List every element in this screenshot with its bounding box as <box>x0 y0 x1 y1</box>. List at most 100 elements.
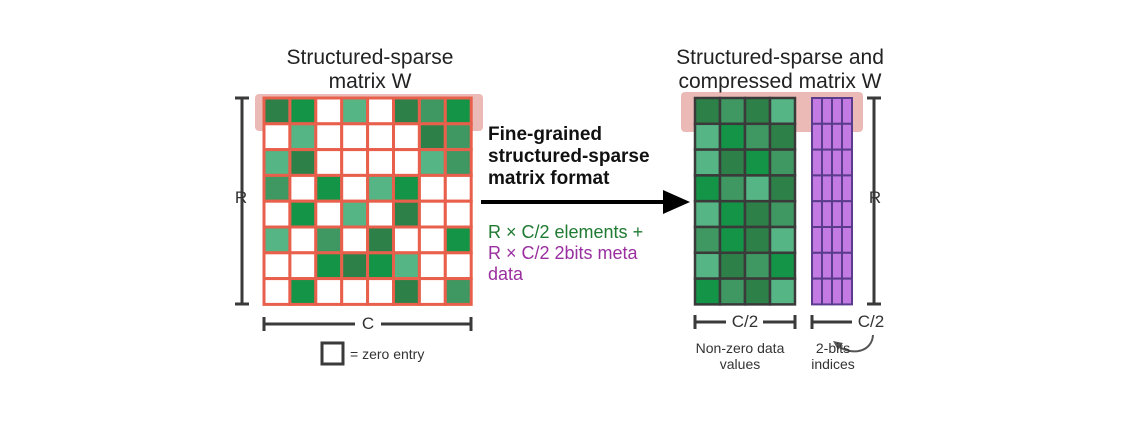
value-cell <box>718 96 747 126</box>
matrix-cell <box>417 122 447 152</box>
matrix-cell <box>443 225 473 255</box>
index-cell <box>811 174 823 203</box>
indices-matrix <box>811 97 853 306</box>
index-cell <box>821 277 833 306</box>
index-cell <box>821 226 833 254</box>
left-sparse-matrix <box>262 96 473 306</box>
matrix-cell <box>366 199 396 229</box>
values-col-label: C/2 <box>731 312 759 331</box>
value-cell <box>768 251 797 280</box>
matrix-cell <box>340 173 370 203</box>
indices-curved-arrow <box>833 334 874 353</box>
right-row-bracket <box>867 96 881 306</box>
value-cell <box>693 148 722 177</box>
matrix-cell <box>340 251 370 281</box>
matrix-cell <box>417 96 447 126</box>
value-cell <box>768 122 797 151</box>
index-cell <box>841 200 853 228</box>
matrix-cell <box>262 148 292 177</box>
index-cell <box>811 277 823 306</box>
values-caption: Non-zero data values <box>695 340 785 373</box>
matrix-cell <box>392 148 421 177</box>
index-cell <box>831 226 843 254</box>
value-cell <box>718 199 747 229</box>
value-cell <box>743 96 772 126</box>
matrix-cell <box>366 173 396 203</box>
matrix-cell <box>417 199 447 229</box>
index-cell <box>811 122 823 151</box>
index-cell <box>841 226 853 254</box>
value-cell <box>693 225 722 255</box>
values-col-bracket <box>693 315 797 329</box>
value-cell <box>743 122 772 151</box>
value-cell <box>743 225 772 255</box>
matrix-cell <box>392 173 421 203</box>
index-cell <box>821 122 833 151</box>
matrix-cell <box>443 251 473 281</box>
matrix-cell <box>392 199 421 229</box>
value-cell <box>718 251 747 280</box>
matrix-cell <box>340 199 370 229</box>
index-cell <box>831 277 843 306</box>
index-cell <box>821 97 833 125</box>
matrix-cell <box>288 225 318 255</box>
value-cell <box>718 277 747 306</box>
matrix-cell <box>443 199 473 229</box>
value-cell <box>718 174 747 203</box>
matrix-cell <box>443 148 473 177</box>
value-cell <box>693 251 722 280</box>
index-cell <box>841 148 853 177</box>
matrix-cell <box>288 173 318 203</box>
value-cell <box>718 148 747 177</box>
value-cell <box>718 225 747 255</box>
index-cell <box>831 174 843 203</box>
value-cell <box>768 277 797 306</box>
elements-text: R × C/2 elements + <box>488 222 644 242</box>
transform-arrow <box>481 190 690 214</box>
matrix-cell <box>417 225 447 255</box>
indices-caption: 2-bits indices <box>811 340 855 373</box>
index-cell <box>841 251 853 280</box>
value-cell <box>743 277 772 306</box>
index-cell <box>831 97 843 125</box>
index-cell <box>831 200 843 228</box>
matrix-cell <box>314 148 344 177</box>
value-cell <box>768 148 797 177</box>
value-cell <box>743 174 772 203</box>
value-cell <box>693 96 722 126</box>
matrix-cell <box>417 173 447 203</box>
left-row-bracket <box>235 96 249 306</box>
matrix-cell <box>340 122 370 152</box>
index-cell <box>811 200 823 228</box>
matrix-cell <box>443 277 473 306</box>
format-label: Fine-grained structured-sparse matrix fo… <box>488 124 650 189</box>
index-cell <box>841 277 853 306</box>
indices-col-label: C/2 <box>857 312 885 331</box>
matrix-cell <box>443 96 473 126</box>
matrix-cell <box>340 225 370 255</box>
matrix-cell <box>262 122 292 152</box>
matrix-cell <box>366 96 396 126</box>
matrix-cell <box>262 225 292 255</box>
index-cell <box>811 226 823 254</box>
index-cell <box>841 122 853 151</box>
value-cell <box>743 148 772 177</box>
matrix-cell <box>288 148 318 177</box>
index-cell <box>821 200 833 228</box>
index-cell <box>841 97 853 125</box>
matrix-cell <box>314 199 344 229</box>
value-cell <box>768 225 797 255</box>
value-cell <box>693 122 722 151</box>
index-cell <box>811 251 823 280</box>
matrix-cell <box>340 96 370 126</box>
matrix-cell <box>262 277 292 306</box>
matrix-cell <box>288 277 318 306</box>
index-cell <box>841 174 853 203</box>
index-cell <box>811 97 823 125</box>
matrix-cell <box>366 225 396 255</box>
matrix-cell <box>417 251 447 281</box>
indices-col-bracket <box>810 315 852 329</box>
index-cell <box>821 174 833 203</box>
value-cell <box>768 199 797 229</box>
value-cell <box>768 174 797 203</box>
